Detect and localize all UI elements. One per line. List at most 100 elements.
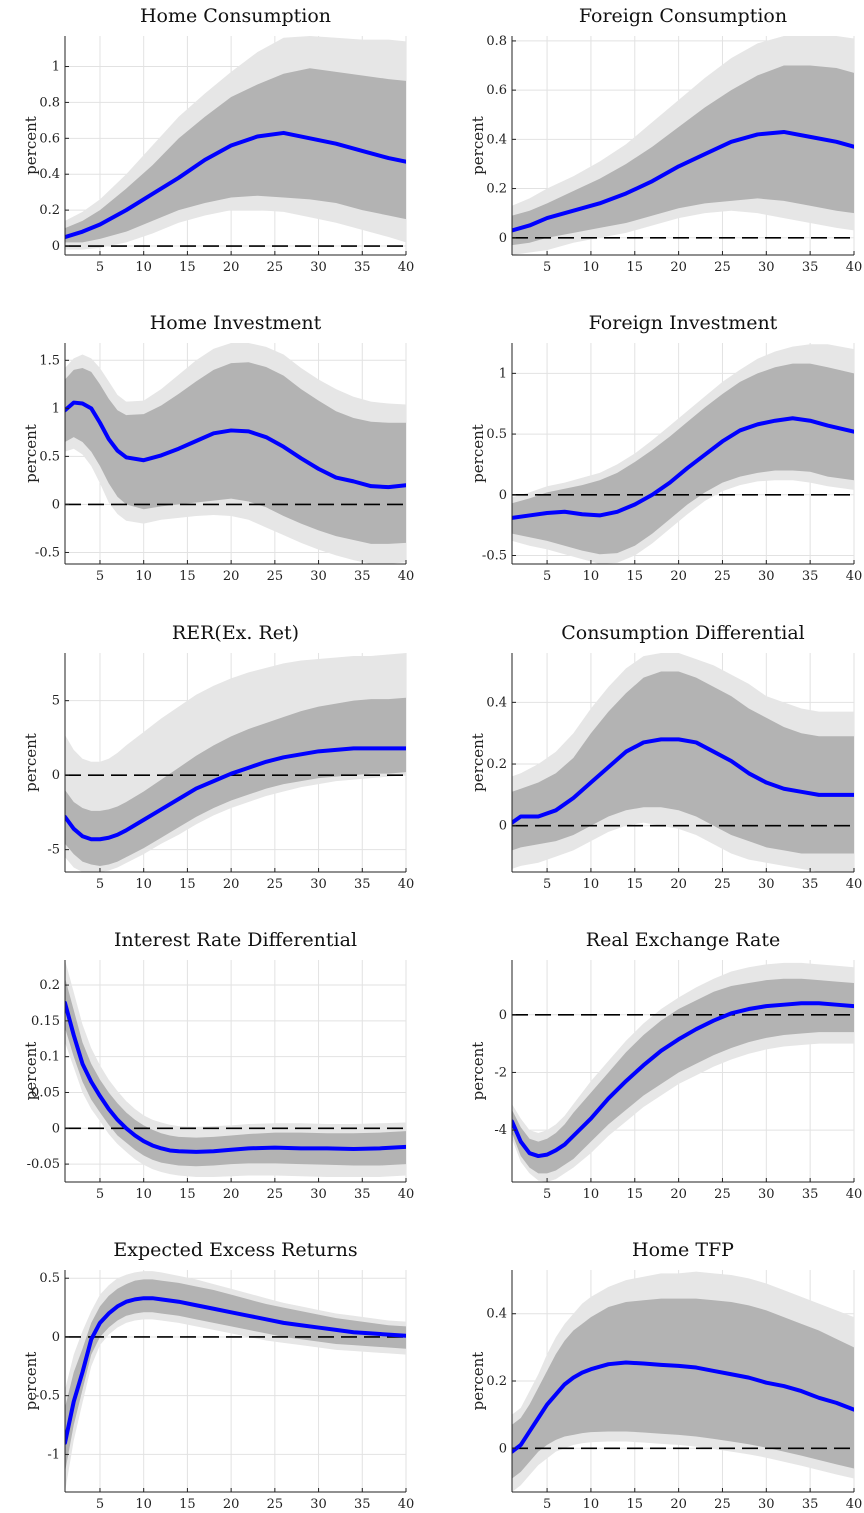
x-tick-label: 35 xyxy=(802,877,819,892)
x-tick-label: 5 xyxy=(543,260,551,275)
y-tick-label: -2 xyxy=(494,1065,507,1080)
median-response-line xyxy=(65,400,406,490)
inner-confidence-band xyxy=(65,697,406,867)
y-tick-label: 1 xyxy=(52,401,60,416)
y-tick-label: 0.4 xyxy=(486,132,507,147)
x-tick-label: 20 xyxy=(670,1497,687,1512)
y-axis-label: percent xyxy=(22,116,40,175)
y-tick-label: 0.5 xyxy=(39,1271,60,1286)
x-tick-label: 10 xyxy=(583,1187,600,1202)
x-tick-label: 40 xyxy=(398,877,415,892)
x-tick-label: 5 xyxy=(543,877,551,892)
y-axis-label: percent xyxy=(469,733,487,792)
x-tick-label: 35 xyxy=(354,569,371,584)
x-tick-label: 40 xyxy=(846,569,863,584)
x-tick-label: 15 xyxy=(179,877,196,892)
x-tick-label: 25 xyxy=(714,877,731,892)
x-tick-label: 5 xyxy=(543,569,551,584)
x-tick-label: 25 xyxy=(267,877,284,892)
x-tick-label: 10 xyxy=(135,260,152,275)
x-tick-label: 35 xyxy=(802,1187,819,1202)
x-tick-label: 15 xyxy=(626,569,643,584)
y-axis-label: percent xyxy=(469,1352,487,1411)
plot-area xyxy=(65,343,406,564)
inner-confidence-band xyxy=(512,363,854,555)
x-tick-label: 5 xyxy=(96,1187,104,1202)
inner-confidence-band xyxy=(512,978,854,1174)
inner-confidence-band xyxy=(512,65,854,246)
x-tick-label: 20 xyxy=(670,877,687,892)
inner-confidence-band xyxy=(512,1298,854,1479)
y-tick-label: 0 xyxy=(52,497,60,512)
y-tick-label: 0.4 xyxy=(486,695,507,710)
median-response-line xyxy=(512,1001,854,1159)
plot-area xyxy=(65,1271,406,1492)
x-tick-label: 35 xyxy=(802,1497,819,1512)
y-axis-label: percent xyxy=(22,733,40,792)
y-tick-label: -0.5 xyxy=(482,549,507,564)
panel-title: Interest Rate Differential xyxy=(114,929,357,951)
y-tick-label: -0.5 xyxy=(35,545,60,560)
x-tick-label: 15 xyxy=(179,260,196,275)
x-tick-label: 25 xyxy=(714,1497,731,1512)
x-tick-label: 15 xyxy=(626,1497,643,1512)
panel-title: Foreign Consumption xyxy=(579,5,787,27)
x-tick-label: 5 xyxy=(543,1187,551,1202)
y-tick-label: 0.2 xyxy=(486,757,507,772)
x-tick-label: 30 xyxy=(758,569,775,584)
x-tick-label: 15 xyxy=(626,1187,643,1202)
panel-title: Foreign Investment xyxy=(589,312,778,334)
x-tick-label: 25 xyxy=(267,569,284,584)
y-tick-label: 1 xyxy=(52,60,60,75)
x-tick-label: 10 xyxy=(135,1497,152,1512)
x-tick-label: 35 xyxy=(802,569,819,584)
y-tick-label: 0 xyxy=(499,231,507,246)
x-tick-label: 15 xyxy=(626,260,643,275)
y-tick-label: 0.2 xyxy=(39,203,60,218)
panel-interest-rate-differential: 5 10 15 20 25 30 35 40 -0.05 0 0.05 0.1 0.15 0.2 Inter… xyxy=(22,929,414,1202)
x-tick-label: 20 xyxy=(670,569,687,584)
y-tick-label: 0 xyxy=(499,819,507,834)
x-tick-label: 10 xyxy=(135,877,152,892)
x-tick-label: 40 xyxy=(846,1187,863,1202)
panel-home-tfp: 5 10 15 20 25 30 35 40 0 0.2 0.4 Home TFP percent xyxy=(469,1239,862,1512)
y-tick-label: -1 xyxy=(47,1447,60,1462)
panel-real-exchange-rate: 5 10 15 20 25 30 35 40 -4 -2 0 Real Exchange Rate pe… xyxy=(469,929,862,1202)
x-tick-label: 25 xyxy=(714,569,731,584)
x-tick-label: 25 xyxy=(267,1497,284,1512)
plot-area xyxy=(65,653,406,872)
y-tick-label: 0.1 xyxy=(39,1050,60,1065)
y-tick-label: 0 xyxy=(499,488,507,503)
median-response-line xyxy=(512,1360,854,1454)
median-response-line xyxy=(65,1296,406,1445)
y-tick-label: 0.6 xyxy=(39,131,60,146)
x-tick-label: 40 xyxy=(846,1497,863,1512)
y-tick-label: 0 xyxy=(52,1121,60,1136)
median-response-line xyxy=(65,746,406,842)
plot-area xyxy=(512,653,854,872)
panel-title: Home Investment xyxy=(150,312,322,334)
y-tick-label: 0.2 xyxy=(486,182,507,197)
y-tick-label: 0 xyxy=(52,239,60,254)
median-response-line xyxy=(512,129,854,233)
y-tick-label: 0.4 xyxy=(486,1307,507,1322)
y-axis-label: percent xyxy=(469,1042,487,1101)
plot-area xyxy=(512,1271,854,1492)
x-tick-label: 15 xyxy=(179,1497,196,1512)
x-tick-label: 35 xyxy=(354,1497,371,1512)
x-tick-label: 30 xyxy=(758,260,775,275)
x-tick-label: 25 xyxy=(267,260,284,275)
panel-home-consumption: 5 10 15 20 25 30 35 40 0 0.2 0.4 0.6 0.8 1 Home Consum… xyxy=(22,5,414,275)
x-tick-label: 35 xyxy=(802,260,819,275)
x-tick-label: 10 xyxy=(583,877,600,892)
y-tick-label: 0.2 xyxy=(486,1374,507,1389)
x-tick-label: 25 xyxy=(714,260,731,275)
y-tick-label: 0.6 xyxy=(486,83,507,98)
panel-home-investment: 5 10 15 20 25 30 35 40 -0.5 0 0.5 1 1.5 Home Investme… xyxy=(22,312,414,584)
x-tick-label: 20 xyxy=(223,1187,240,1202)
panel-expected-excess-returns: 5 10 15 20 25 30 35 40 -1 -0.5 0 0.5 Expected Excess… xyxy=(22,1239,414,1512)
x-tick-label: 40 xyxy=(846,260,863,275)
median-response-line xyxy=(512,416,854,520)
y-tick-label: -0.05 xyxy=(27,1157,60,1172)
panel-foreign-consumption: 5 10 15 20 25 30 35 40 0 0.2 0.4 0.6 0.8 Foreign Cons… xyxy=(469,5,862,275)
